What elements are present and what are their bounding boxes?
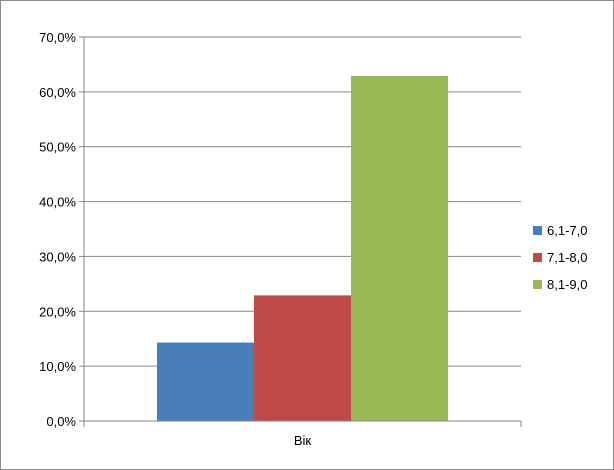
legend-label: 6,1-7,0 <box>547 223 587 238</box>
bars <box>157 75 448 421</box>
legend: 6,1-7,0 7,1-8,0 8,1-9,0 <box>533 223 587 292</box>
bar-7,1-8,0 <box>254 295 351 421</box>
y-tick-label: 60,0% <box>39 85 76 100</box>
legend-swatch <box>533 280 542 289</box>
y-tick-label: 50,0% <box>39 140 76 155</box>
y-tick-label: 70,0% <box>39 30 76 45</box>
y-tick-label: 30,0% <box>39 249 76 264</box>
y-tick-label: 10,0% <box>39 359 76 374</box>
y-tick-label: 20,0% <box>39 304 76 319</box>
legend-swatch <box>533 226 542 235</box>
x-category-label: Вік <box>294 433 312 448</box>
legend-label: 7,1-8,0 <box>547 250 587 265</box>
gridlines <box>84 36 521 367</box>
legend-label: 8,1-9,0 <box>547 277 587 292</box>
y-tick-label: 0,0% <box>46 414 76 429</box>
legend-swatch <box>533 253 542 262</box>
bar-6,1-7,0 <box>157 342 254 421</box>
bar-8,1-9,0 <box>351 75 448 421</box>
y-tick-label: 40,0% <box>39 195 76 210</box>
axes: 0,0% 10,0% 20,0% 30,0% 40,0% 50,0% 60,0% 70,0% В… <box>39 30 522 448</box>
